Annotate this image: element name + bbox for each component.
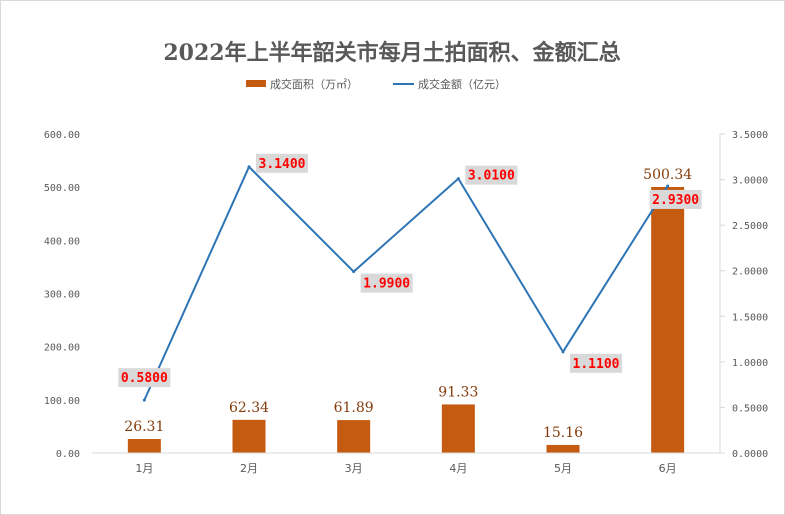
bar: [441, 404, 475, 453]
line-point: [456, 177, 460, 181]
legend-bar-label: 成交面积（万㎡）: [270, 77, 358, 91]
line-label-box: [256, 153, 308, 173]
line-label-box: [360, 273, 413, 293]
line-data-label: 3.0100: [465, 165, 518, 185]
line-label-box: [570, 353, 622, 373]
category-label: 6月: [659, 462, 677, 475]
left-tick-label: 400.00: [44, 236, 80, 247]
bar: [232, 419, 266, 453]
line-data-label: 1.1100: [570, 353, 622, 373]
right-tick-label: 0.5000: [732, 403, 768, 414]
line-label-text: 1.1100: [573, 357, 620, 372]
right-tick-label: 3.0000: [732, 176, 768, 187]
right-tick-label: 1.0000: [732, 358, 768, 369]
line-label-text: 0.5800: [121, 371, 168, 386]
left-tick-label: 200.00: [44, 343, 80, 354]
bar-series: [127, 186, 685, 453]
right-axis: 0.0000 0.5000 1.0000 1.5000 2.0000 2.5000 3.00…: [719, 130, 768, 460]
legend-bar-swatch: [246, 80, 266, 87]
line-path: [143, 165, 669, 401]
right-tick-label: 3.5000: [732, 130, 768, 141]
left-tick-label: 300.00: [44, 290, 80, 301]
line-data-label: 1.9900: [360, 273, 413, 293]
line-point: [352, 270, 356, 274]
line-label-text: 2.9300: [652, 193, 699, 208]
line-point: [561, 350, 565, 354]
right-tick-label: 1.5000: [732, 312, 768, 323]
legend-line-label: 成交金额（亿元）: [418, 77, 506, 91]
line-label-text: 1.9900: [363, 277, 410, 292]
left-axis: 0.00 100.00 200.00 300.00 400.00 500.00 600.00: [44, 130, 80, 460]
bar: [546, 444, 580, 453]
line-point: [666, 184, 670, 188]
line-data-label: 0.5800: [118, 368, 171, 388]
line-data-label: 2.9300: [649, 189, 702, 209]
line-label-text: 3.0100: [468, 169, 515, 184]
chart-title: 2022年上半年韶关市每月土拍面积、金额汇总: [163, 40, 620, 66]
line-series: [142, 165, 670, 402]
bar-data-label: 62.34: [229, 400, 269, 416]
bar-data-label: 91.33: [438, 384, 478, 400]
category-axis: 1月 2月 3月 4月 5月 6月: [92, 452, 720, 475]
line-label-box: [649, 189, 702, 209]
line-label-box: [118, 368, 171, 388]
bar: [651, 186, 685, 453]
line-label-box: [465, 165, 518, 185]
line-data-label: 3.1400: [256, 153, 308, 173]
category-label: 2月: [240, 462, 258, 475]
bar-data-label: 26.31: [124, 419, 164, 435]
bar-data-label: 61.89: [334, 400, 374, 416]
bar-data-label: 500.34: [643, 167, 692, 183]
bar-data-labels: 26.31 62.34 61.89 91.33 15.16 500.34: [124, 167, 692, 441]
left-tick-label: 500.00: [44, 183, 80, 194]
category-label: 5月: [554, 462, 572, 475]
bar-data-label: 15.16: [543, 425, 583, 441]
category-label: 3月: [345, 462, 363, 475]
right-tick-label: 2.5000: [732, 221, 768, 232]
right-tick-label: 0.0000: [732, 449, 768, 460]
category-label: 4月: [449, 462, 467, 475]
line-data-labels: 0.5800 3.1400 1.9900 3.0100 1.1100 2.9300: [118, 153, 702, 388]
line-label-text: 3.1400: [259, 157, 306, 172]
right-tick-label: 2.0000: [732, 267, 768, 278]
left-tick-label: 600.00: [44, 130, 80, 141]
bar: [337, 420, 371, 453]
line-point: [142, 398, 146, 402]
legend: 成交面积（万㎡） 成交金额（亿元）: [246, 77, 506, 91]
left-tick-label: 0.00: [56, 449, 80, 460]
category-label: 1月: [135, 462, 153, 475]
left-tick-label: 100.00: [44, 396, 80, 407]
line-point: [247, 165, 251, 169]
bar: [127, 439, 161, 453]
